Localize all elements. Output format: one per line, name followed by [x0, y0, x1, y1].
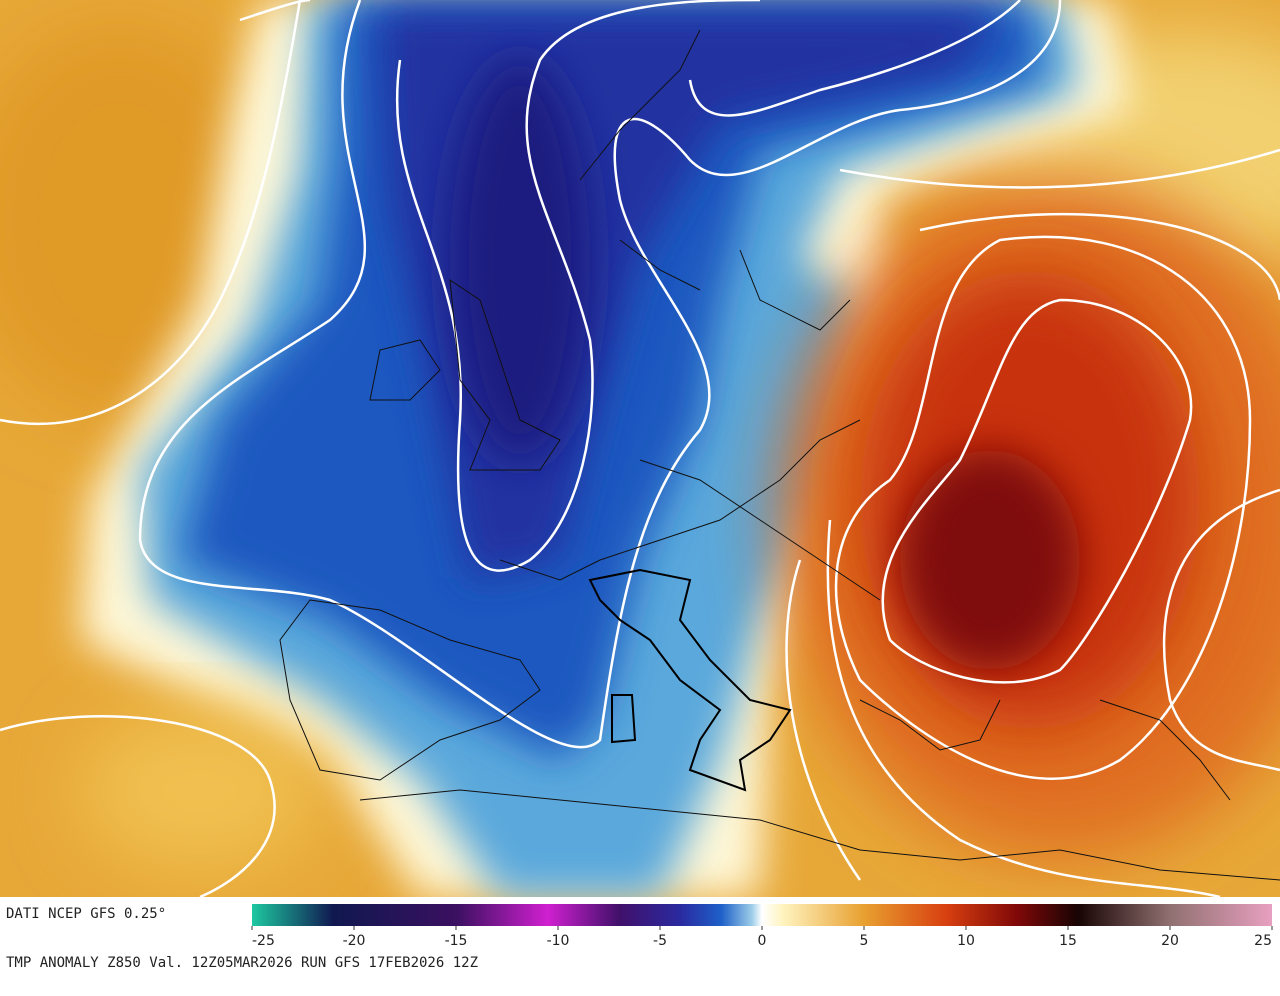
colorbar-tick-label: 25 — [1254, 933, 1272, 949]
contour — [0, 715, 276, 897]
contours — [0, 0, 1280, 897]
contour — [834, 235, 1252, 780]
colorbar-tick-label: 0 — [758, 933, 767, 949]
coastline — [588, 568, 792, 792]
contour — [395, 0, 761, 572]
contour — [919, 212, 1280, 301]
colorbar-tick-label: -5 — [653, 933, 667, 949]
cold-core — [450, 60, 590, 460]
contour — [1163, 488, 1280, 772]
contour — [881, 298, 1193, 684]
coastline — [579, 29, 851, 331]
border — [499, 419, 881, 601]
coastlines — [279, 29, 1280, 881]
colorbar-tick-label: -15 — [445, 933, 468, 949]
colorbar — [252, 904, 1272, 926]
coastline — [279, 599, 541, 781]
italy — [588, 568, 792, 792]
colorbar-tick-label: 5 — [860, 933, 869, 949]
colorbar-tick-label: -20 — [343, 933, 366, 949]
coastline — [449, 278, 561, 471]
contour — [839, 148, 1280, 189]
coastline — [359, 789, 1280, 881]
contour — [688, 0, 1021, 117]
contour — [138, 0, 1062, 749]
colorbar-tick-label: -25 — [252, 933, 275, 949]
warm-core — [900, 450, 1080, 670]
coastline — [859, 699, 1231, 801]
contour — [239, 0, 311, 22]
colorbar-tick-label: 15 — [1059, 933, 1077, 949]
colorbar-ticks: -25 -20 -15 -10 -5 0 5 10 15 20 25 — [251, 926, 1273, 949]
colorbar-tick-label: 10 — [957, 933, 975, 949]
warm-area — [80, 710, 320, 870]
map — [0, 0, 1280, 897]
source-label: DATI NCEP GFS 0.25° — [6, 906, 166, 922]
contour — [0, 0, 302, 426]
coastline — [611, 694, 637, 744]
colorbar-tick-label: -10 — [547, 933, 570, 949]
colorbar-tick-label: 20 — [1161, 933, 1179, 949]
coastline — [369, 339, 441, 401]
contour — [785, 519, 1221, 897]
run-description: TMP ANOMALY Z850 Val. 12Z05MAR2026 RUN G… — [6, 955, 478, 971]
